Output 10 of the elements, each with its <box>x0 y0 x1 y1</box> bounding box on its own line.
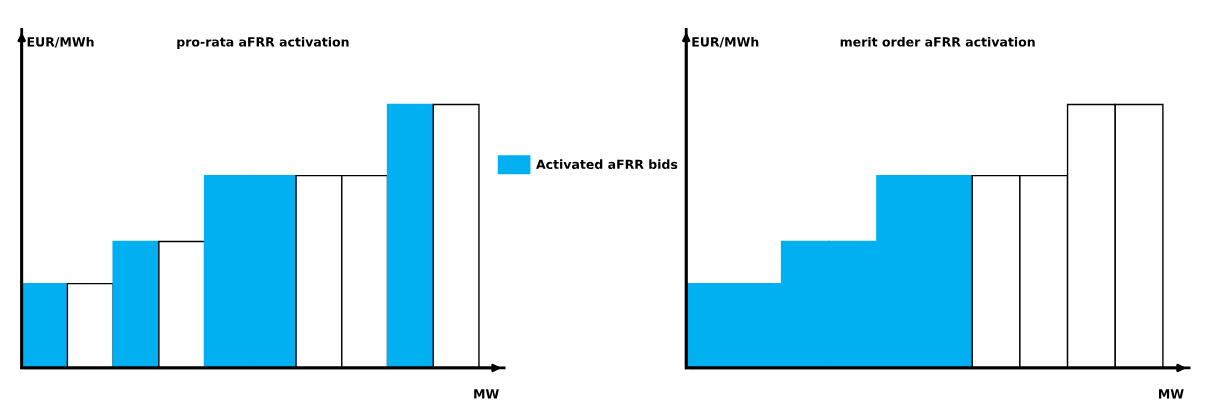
bar <box>112 240 160 368</box>
bar <box>21 282 69 368</box>
chart-title: merit order aFRR activation <box>840 36 1035 47</box>
x-axis-title: MW <box>474 389 499 399</box>
chart-title: pro-rata aFRR activation <box>177 36 349 50</box>
x-axis-title: MW <box>1159 389 1184 399</box>
bar <box>386 103 434 368</box>
y-axis-title: EUR/MWh <box>692 36 759 48</box>
legend-label: Activated aFRR bids <box>536 159 678 170</box>
y-axis-title: EUR/MWh <box>27 36 94 48</box>
